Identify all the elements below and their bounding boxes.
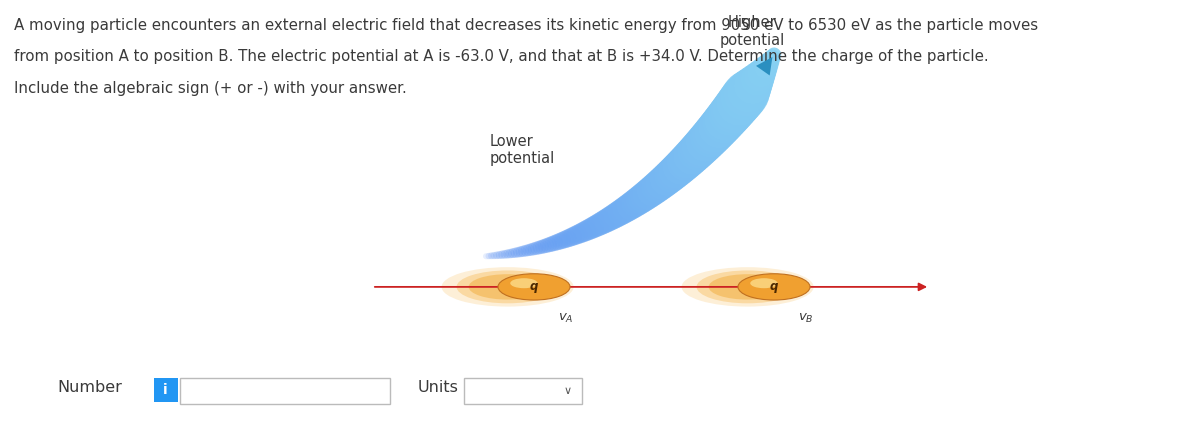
Text: $v_A$: $v_A$ <box>558 312 574 325</box>
Circle shape <box>738 274 810 300</box>
Text: i: i <box>163 383 168 397</box>
Ellipse shape <box>682 267 814 307</box>
FancyBboxPatch shape <box>180 378 390 404</box>
Circle shape <box>498 274 570 300</box>
Text: Units: Units <box>418 380 458 395</box>
Circle shape <box>510 278 538 288</box>
Ellipse shape <box>456 271 559 304</box>
Text: q: q <box>530 280 538 293</box>
Text: $v_B$: $v_B$ <box>798 312 814 325</box>
FancyBboxPatch shape <box>154 378 178 402</box>
Text: ∨: ∨ <box>564 386 571 396</box>
Text: Lower
potential: Lower potential <box>490 134 554 166</box>
Text: Number: Number <box>58 380 122 395</box>
Ellipse shape <box>468 274 546 300</box>
FancyBboxPatch shape <box>464 378 582 404</box>
Text: A moving particle encounters an external electric field that decreases its kinet: A moving particle encounters an external… <box>14 18 1038 32</box>
Ellipse shape <box>442 267 574 307</box>
Text: from position A to position B. The electric potential at A is -63.0 V, and that : from position A to position B. The elect… <box>14 49 989 64</box>
Ellipse shape <box>708 274 787 300</box>
Ellipse shape <box>696 271 799 304</box>
Circle shape <box>750 278 778 288</box>
Text: Higher
potential: Higher potential <box>720 15 785 48</box>
Text: Include the algebraic sign (+ or -) with your answer.: Include the algebraic sign (+ or -) with… <box>14 81 407 95</box>
Text: q: q <box>770 280 778 293</box>
